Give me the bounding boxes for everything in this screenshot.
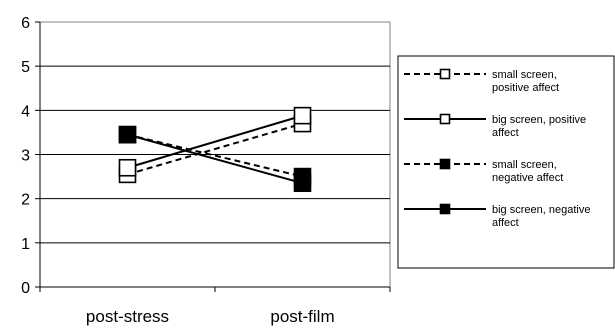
y-tick-label: 6 — [21, 15, 30, 32]
x-tick-label: post-stress — [86, 307, 169, 326]
series-2 — [118, 106, 312, 177]
legend-swatch-marker — [439, 113, 451, 125]
data-point — [293, 106, 312, 125]
legend-label: affect — [492, 127, 519, 139]
legend-label: negative affect — [492, 172, 563, 184]
series-layer — [118, 106, 312, 193]
y-tick-label: 3 — [21, 148, 30, 165]
series-line — [127, 114, 303, 169]
legend-entry: small screen,positive affect — [404, 68, 559, 94]
y-tick-label: 5 — [21, 59, 30, 76]
legend-swatch-marker — [439, 203, 451, 215]
legend-label: affect — [492, 217, 519, 229]
data-point — [118, 158, 137, 177]
y-tick-label: 4 — [21, 103, 30, 120]
plot-area — [39, 21, 391, 288]
legend-label: big screen, positive — [492, 114, 586, 126]
legend-entry: small screen,negative affect — [404, 158, 563, 184]
legend-swatch-marker — [439, 158, 451, 170]
legend-label: big screen, negative — [492, 204, 590, 216]
y-tick-label: 0 — [21, 280, 30, 297]
y-tick-label: 1 — [21, 236, 30, 253]
y-axis: 0 1 2 3 4 5 6 — [21, 15, 41, 297]
x-axis: post-stress post-film — [39, 286, 391, 326]
series-line — [127, 122, 303, 176]
y-tick-label: 2 — [21, 192, 30, 209]
series-4 — [118, 125, 312, 193]
data-point — [293, 174, 312, 193]
legend-label: positive affect — [492, 82, 559, 94]
data-point — [118, 125, 137, 144]
x-tick-label: post-film — [270, 307, 334, 326]
legend-swatch-marker — [439, 68, 451, 80]
legend-box — [397, 55, 615, 269]
legend-label: small screen, — [492, 159, 557, 171]
series-line — [127, 133, 303, 185]
legend-label: small screen, — [492, 69, 557, 81]
